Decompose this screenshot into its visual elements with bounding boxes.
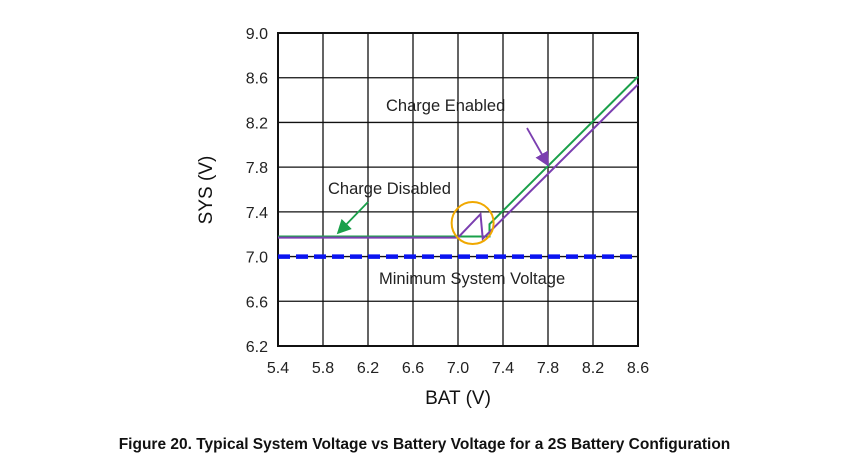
x-tick-label: 8.6: [627, 360, 649, 377]
y-tick-label: 6.6: [246, 294, 268, 311]
highlight-circle: [450, 201, 495, 246]
figure-caption: Figure 20. Typical System Voltage vs Bat…: [118, 436, 731, 453]
series-group: [278, 75, 639, 259]
x-tick-label: 7.0: [447, 360, 469, 377]
y-tick-label: 8.6: [246, 71, 268, 88]
x-tick-label: 6.6: [402, 360, 424, 377]
x-tick-label: 7.8: [537, 360, 559, 377]
y-tick-label: 9.0: [246, 26, 268, 43]
y-tick-label: 7.0: [246, 250, 268, 267]
grid: [277, 32, 639, 347]
y-axis-label: SYS (V): [196, 156, 217, 225]
x-tick-label: 6.2: [357, 360, 379, 377]
x-tick-label: 8.2: [582, 360, 604, 377]
x-tick-label: 7.4: [492, 360, 514, 377]
x-tick-label: 5.8: [312, 360, 334, 377]
charge-enabled-arrow: [526, 127, 549, 167]
x-tick-label: 5.4: [267, 360, 289, 377]
y-tick-label: 8.2: [246, 115, 268, 132]
tick-labels: 5.4 5.8 6.2 6.6 7.0 7.4 7.8 8.2 8.6 9.0 8.6 8.2 7.8 7…: [246, 26, 649, 377]
series-line-charge-enabled: [278, 83, 639, 241]
charge-disabled-arrow: [336, 201, 369, 235]
annotation-minimum-system-voltage: Minimum System Voltage: [379, 270, 565, 288]
annotation-charge-enabled: Charge Enabled: [386, 97, 505, 115]
y-tick-label: 7.4: [246, 205, 268, 222]
plot-frame: [277, 32, 639, 347]
y-tick-label: 7.8: [246, 160, 268, 177]
y-tick-label: 6.2: [246, 339, 268, 356]
annotation-charge-disabled: Charge Disabled: [328, 180, 451, 198]
series-line-charge-disabled: [278, 75, 639, 238]
x-axis-label: BAT (V): [425, 388, 491, 409]
